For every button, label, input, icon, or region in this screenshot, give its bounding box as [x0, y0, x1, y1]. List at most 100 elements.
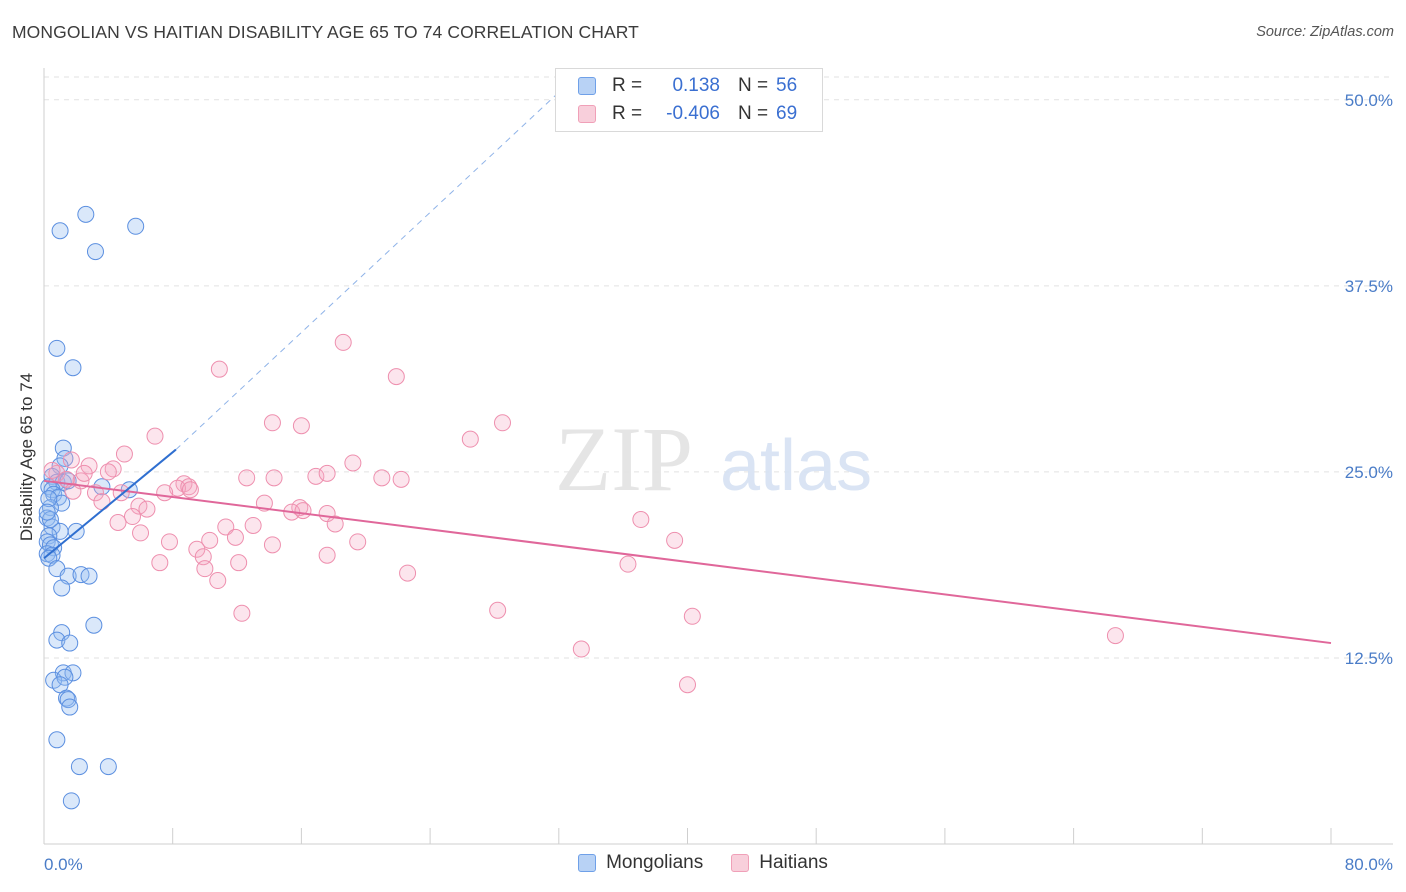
haitians-point [489, 601, 507, 619]
haitians-point [160, 533, 178, 551]
watermark: ZIP atlas [555, 408, 872, 510]
haitians-point [217, 518, 235, 536]
haitians-point [210, 360, 228, 378]
haitians-point [1106, 627, 1124, 645]
series-name-mongolians: Mongolians [606, 852, 704, 873]
haitians-point [181, 481, 199, 499]
series-swatch-haitians [731, 854, 750, 872]
haitians-point [294, 502, 312, 520]
mongolians-point [40, 490, 58, 508]
y-tick-label: 25.0% [1345, 463, 1393, 482]
haitians-point [683, 607, 701, 625]
haitians-point [373, 469, 391, 487]
series-swatch-mongolians [578, 854, 597, 872]
watermark-atlas: atlas [720, 426, 872, 506]
y-tick-label: 50.0% [1345, 91, 1393, 110]
haitians-point [75, 464, 93, 482]
mongolians-point [54, 439, 72, 457]
mongolians-point [48, 731, 66, 749]
mongolians-point [86, 243, 104, 261]
haitians-point [334, 333, 352, 351]
haitians-point [461, 430, 479, 448]
haitians-point [115, 445, 133, 463]
haitians-point [265, 469, 283, 487]
legend-r-label: R = [612, 75, 643, 96]
mongolians-point [64, 664, 82, 682]
haitians-point [196, 560, 214, 578]
haitians-point [48, 464, 66, 482]
haitians-point [151, 554, 169, 572]
legend-swatch-mongolians [578, 77, 596, 95]
mongolians-points [38, 205, 145, 810]
mongolians-point [48, 631, 66, 649]
mongolians-trend-line [43, 448, 177, 559]
correlation-legend: R = 0.138 N = 56 R = -0.406 N = 69 [555, 68, 823, 132]
haitians-point [632, 511, 650, 529]
haitians-point [64, 482, 82, 500]
haitians-point [493, 414, 511, 432]
mongolians-point [41, 499, 59, 517]
mongolians-point [61, 634, 79, 652]
x-tick-label: 0.0% [44, 855, 83, 874]
haitians-point [387, 368, 405, 386]
haitians-point [123, 508, 141, 526]
haitians-point [99, 463, 117, 481]
mongolians-point [53, 494, 71, 512]
series-legend-mongolians[interactable]: Mongolians [578, 852, 703, 874]
legend-r-value: 0.138 [672, 75, 720, 96]
haitians-point [326, 515, 344, 533]
y-tick-label: 37.5% [1345, 277, 1393, 296]
trend-lines [43, 91, 1332, 645]
mongolians-point [99, 758, 117, 776]
mongolians-point [80, 567, 98, 585]
mongolians-point [64, 359, 82, 377]
watermark-zip: ZIP [555, 408, 693, 510]
haitians-point [572, 640, 590, 658]
haitians-point [138, 500, 156, 518]
mongolians-point [38, 533, 56, 551]
legend-n-value: 56 [776, 75, 798, 96]
haitians-point [263, 414, 281, 432]
haitians-point [43, 461, 61, 479]
x-tick-label: 80.0% [1345, 855, 1393, 874]
haitians-point [679, 676, 696, 694]
haitians-point [292, 417, 310, 435]
haitians-point [93, 493, 111, 511]
haitians-point [263, 536, 281, 554]
haitians-point [666, 531, 684, 549]
haitians-trend-line [43, 479, 1332, 645]
mongolians-point [38, 503, 56, 521]
axes [43, 68, 1393, 845]
source-label: Source: ZipAtlas.com [1256, 24, 1394, 40]
series-legend: Mongolians Haitians [0, 852, 1406, 874]
y-tick-label: 12.5% [1345, 649, 1393, 668]
mongolians-point [61, 698, 79, 716]
mongolians-point [51, 222, 69, 240]
haitians-point [349, 533, 367, 551]
mongolians-point [127, 217, 145, 235]
mongolians-point [43, 546, 61, 564]
legend-r-label: R = [612, 103, 643, 124]
haitians-point [318, 546, 336, 564]
legend-n-label: N = [738, 75, 769, 96]
series-legend-haitians[interactable]: Haitians [731, 852, 828, 874]
mongolians-point [53, 579, 71, 597]
haitians-point [209, 572, 227, 590]
y-axis-label: Disability Age 65 to 74 [17, 373, 36, 541]
haitians-point [109, 513, 127, 531]
haitians-point [318, 464, 336, 482]
axis-labels: 12.5% 25.0% 37.5% 50.0% 0.0% 80.0% Disability … [17, 91, 1393, 874]
legend-row-haitians: R = -0.406 N = 69 [578, 101, 797, 127]
series-name-haitians: Haitians [759, 852, 828, 873]
legend-n-value: 69 [776, 103, 798, 124]
haitians-point [180, 478, 198, 496]
chart-title: MONGOLIAN VS HAITIAN DISABILITY AGE 65 T… [12, 22, 639, 42]
haitians-point [392, 470, 410, 488]
haitians-point [226, 528, 244, 546]
haitians-point [146, 427, 164, 445]
haitians-point [104, 460, 122, 478]
gridlines [44, 76, 1393, 659]
haitians-point [62, 451, 80, 469]
haitians-point [156, 484, 174, 502]
mongolians-point [62, 792, 80, 810]
